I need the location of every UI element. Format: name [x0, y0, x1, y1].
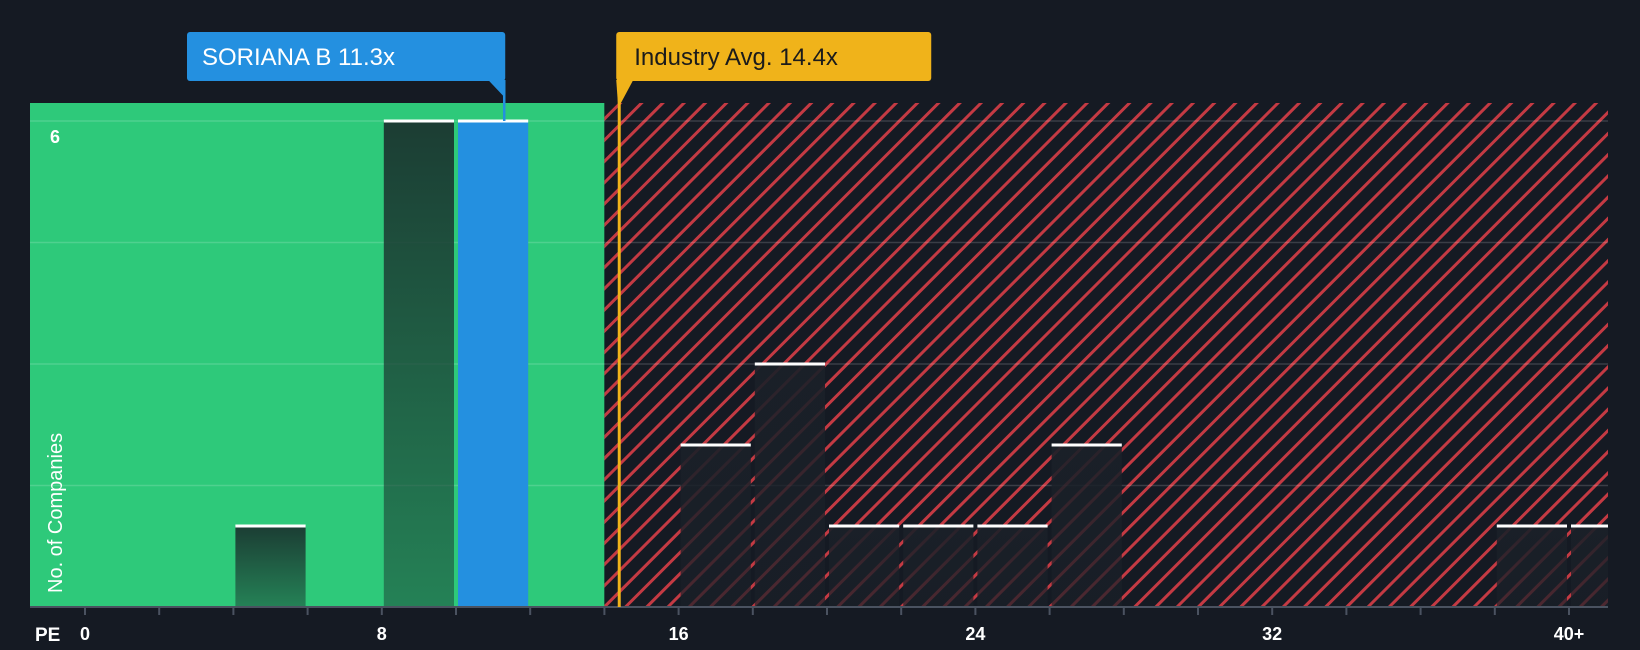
bar	[680, 445, 751, 607]
bar	[458, 121, 529, 607]
bar	[829, 526, 900, 607]
bar	[1571, 526, 1608, 607]
industry-avg-label: Industry Avg. 14.4x	[634, 44, 838, 71]
x-tick-label: 8	[377, 624, 387, 644]
x-axis-ticks	[84, 607, 1570, 615]
x-tick-label: 32	[1262, 624, 1282, 644]
x-axis-title: PE	[35, 625, 60, 646]
bar	[903, 526, 974, 607]
industry-avg-pointer	[616, 80, 634, 108]
bar	[977, 526, 1048, 607]
industry-avg-marker: Industry Avg. 14.4x	[616, 32, 932, 607]
x-axis-tick-labels: 0 8 16 24 32 40+	[80, 624, 1584, 644]
subject-label: SORIANA B 11.3x	[202, 44, 395, 71]
x-tick-label: 0	[80, 624, 90, 644]
x-tick-label: 24	[965, 624, 985, 644]
bar	[235, 526, 306, 607]
bar	[1051, 445, 1122, 607]
bar	[383, 121, 454, 607]
subject-callout: SORIANA B 11.3x	[187, 32, 506, 121]
bar	[754, 364, 825, 607]
y-axis-title: No. of Companies	[45, 433, 67, 593]
subject-box	[187, 32, 506, 81]
subject-pointer	[488, 80, 506, 98]
bar	[1496, 526, 1567, 607]
industry-avg-box	[616, 32, 932, 81]
y-axis-tick-labels: 6	[50, 127, 60, 147]
x-tick-label: 16	[669, 624, 689, 644]
bars	[235, 119, 1608, 607]
y-tick-label: 6	[50, 127, 60, 147]
x-tick-label: 40+	[1554, 624, 1585, 644]
